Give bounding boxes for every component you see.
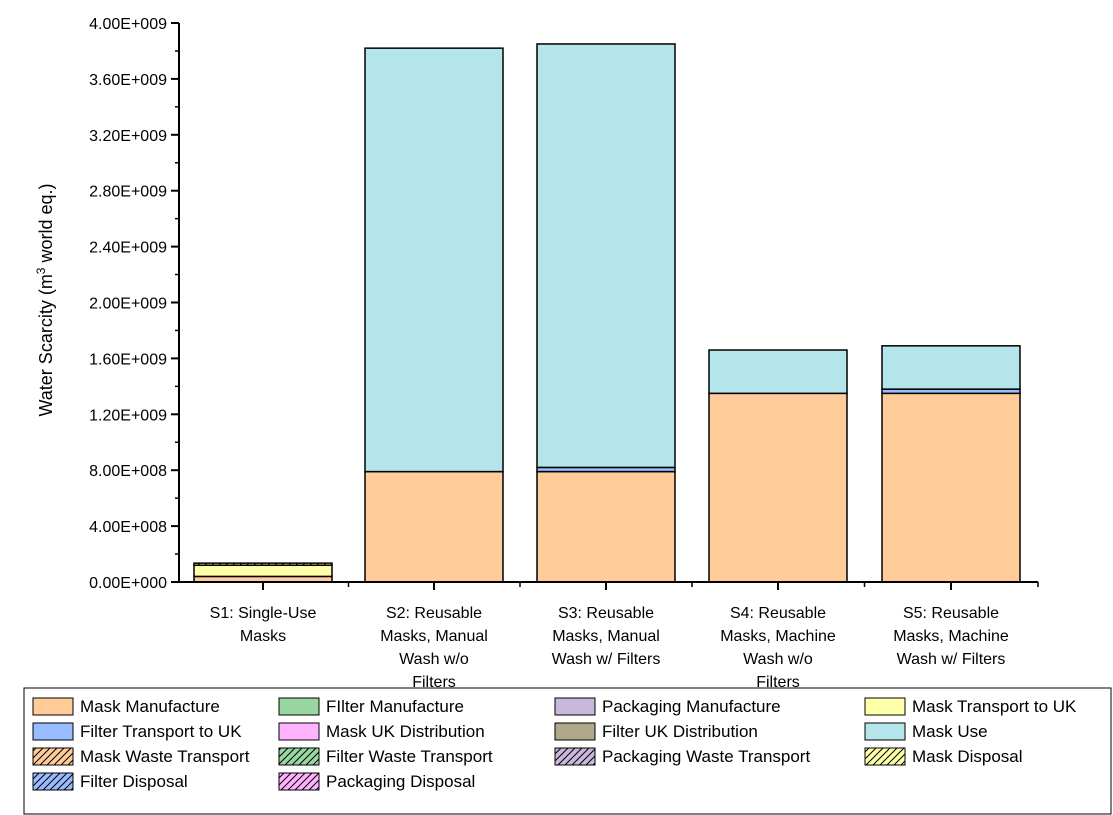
y-tick-label: 4.00E+009	[89, 16, 167, 33]
legend-label: Filter Disposal	[80, 772, 188, 791]
bar-segment	[193, 564, 333, 578]
bars-layer	[193, 43, 1021, 583]
bar-segment	[364, 47, 504, 473]
bar-stack-s5	[881, 345, 1021, 583]
bar-segment	[536, 470, 676, 583]
y-axis-title-tail: world eq.)	[36, 183, 56, 267]
legend-label: Mask Transport to UK	[912, 697, 1077, 716]
legend-item: Mask Use	[864, 722, 988, 741]
y-tick-label: 1.60E+009	[89, 351, 167, 368]
legend-swatch	[278, 722, 320, 741]
legend-item: Filter Transport to UK	[32, 722, 242, 741]
legend-swatch	[554, 722, 596, 741]
y-ticks: 0.00E+000 4.00E+008 8.00E+008 1.20E+009 1.60…	[89, 16, 179, 592]
y-tick-label: 2.00E+009	[89, 296, 167, 313]
legend: Mask Manufacture FIlter Manufacture Packag…	[23, 687, 1112, 815]
bar-stack-s4	[708, 349, 848, 583]
y-tick-label: 3.60E+009	[89, 72, 167, 89]
bar-segment	[881, 392, 1021, 583]
legend-item: Filter Waste Transport	[278, 747, 493, 766]
legend-item: FIlter Manufacture	[278, 697, 464, 716]
legend-label: Packaging Waste Transport	[602, 747, 810, 766]
x-category-label: S5: Reusable Masks, Machine Wash w/ Filter…	[893, 605, 1009, 668]
y-tick-label: 2.40E+009	[89, 240, 167, 257]
legend-label: Mask Manufacture	[80, 697, 220, 716]
legend-swatch	[32, 722, 74, 741]
y-tick-label: 2.80E+009	[89, 184, 167, 201]
bar-segment	[708, 392, 848, 583]
legend-item: Mask Waste Transport	[32, 747, 250, 766]
x-category-labels: S1: Single-Use Masks S2: Reusable Masks, Ma…	[210, 582, 1039, 691]
y-tick-label: 0.00E+000	[89, 575, 167, 592]
legend-label: Filter Waste Transport	[326, 747, 493, 766]
legend-swatch	[554, 697, 596, 716]
y-axis-title-main: Water Scarcity (m	[36, 274, 56, 416]
legend-label: Packaging Disposal	[326, 772, 475, 791]
x-category-label: S2: Reusable Masks, Manual Wash w/o Filters	[380, 605, 488, 691]
legend-label: Packaging Manufacture	[602, 697, 781, 716]
legend-item: Filter UK Distribution	[554, 722, 758, 741]
bar-stack-s1	[193, 562, 333, 583]
y-tick-label: 8.00E+008	[89, 463, 167, 480]
legend-swatch	[278, 772, 320, 791]
bar-segment	[536, 43, 676, 469]
legend-item: Mask Transport to UK	[864, 697, 1077, 716]
legend-swatch	[32, 772, 74, 791]
legend-swatch	[32, 747, 74, 766]
bar-segment	[881, 345, 1021, 390]
legend-label: Mask Use	[912, 722, 988, 741]
legend-item: Mask UK Distribution	[278, 722, 485, 741]
legend-item: Packaging Disposal	[278, 772, 475, 791]
legend-swatch	[864, 722, 906, 741]
x-category-label: S1: Single-Use Masks	[210, 605, 317, 645]
legend-label: Mask Waste Transport	[80, 747, 250, 766]
y-tick-label: 4.00E+008	[89, 519, 167, 536]
x-category-label: S4: Reusable Masks, Machine Wash w/o Filter…	[720, 605, 836, 691]
legend-item: Mask Manufacture	[32, 697, 220, 716]
y-tick-label: 1.20E+009	[89, 407, 167, 424]
bar-stack-s3	[536, 43, 676, 583]
y-axis-title-superscript: 3	[34, 267, 48, 274]
y-tick-label: 3.20E+009	[89, 128, 167, 145]
legend-swatch	[864, 747, 906, 766]
bar-segment	[193, 562, 333, 566]
legend-label: Mask UK Distribution	[326, 722, 485, 741]
legend-swatch	[278, 697, 320, 716]
legend-swatch	[554, 747, 596, 766]
legend-item: Mask Disposal	[864, 747, 1023, 766]
bar-segment	[708, 349, 848, 395]
legend-label: Filter UK Distribution	[602, 722, 758, 741]
legend-label: FIlter Manufacture	[326, 697, 464, 716]
legend-label: Filter Transport to UK	[80, 722, 242, 741]
legend-item: Filter Disposal	[32, 772, 188, 791]
legend-item: Packaging Manufacture	[554, 697, 781, 716]
legend-swatch	[864, 697, 906, 716]
legend-item: Packaging Waste Transport	[554, 747, 810, 766]
legend-swatch	[278, 747, 320, 766]
legend-label: Mask Disposal	[912, 747, 1023, 766]
x-category-label: S3: Reusable Masks, Manual Wash w/ Filters	[552, 605, 661, 668]
legend-swatch	[32, 697, 74, 716]
bar-segment	[364, 470, 504, 583]
y-axis-title: Water Scarcity (m3 world eq.)	[34, 183, 56, 416]
bar-stack-s2	[364, 47, 504, 583]
